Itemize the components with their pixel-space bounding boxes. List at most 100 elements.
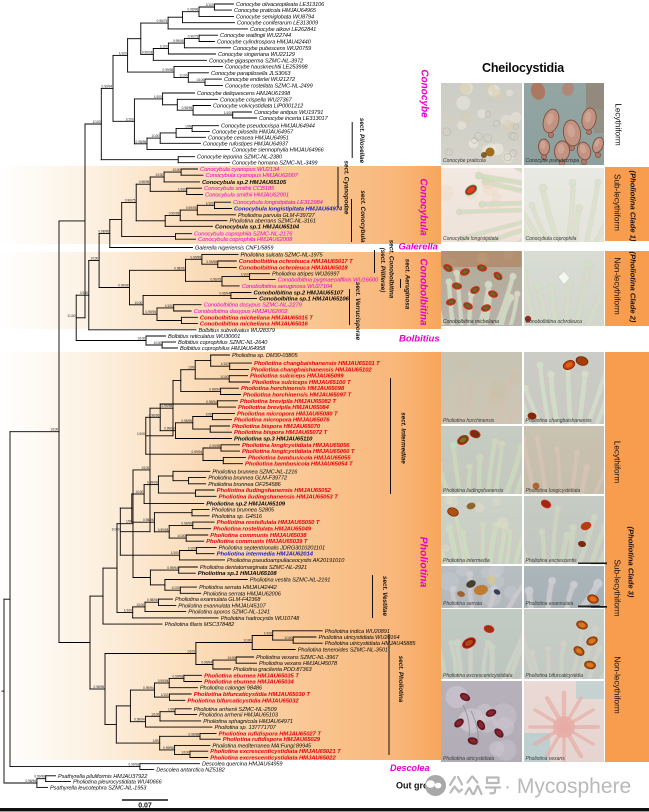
svg-text:Lecythiform: Lecythiform bbox=[614, 103, 623, 145]
svg-text:· Mycosphere: · Mycosphere bbox=[504, 775, 631, 798]
svg-text:Conocybe pilosella HMJAU64957: Conocybe pilosella HMJAU64957 bbox=[212, 129, 294, 135]
svg-text:sect. Cyanopodae: sect. Cyanopodae bbox=[343, 161, 350, 215]
svg-text:Pholiotina rostellulata HMJAU6: Pholiotina rostellulata HMJAU65050 T bbox=[217, 520, 321, 526]
svg-text:1/100: 1/100 bbox=[151, 134, 159, 138]
svg-text:1/100: 1/100 bbox=[221, 362, 229, 366]
svg-text:0.98/96: 0.98/96 bbox=[181, 521, 192, 525]
svg-text:Conocybe praticola HMJAU64965: Conocybe praticola HMJAU64965 bbox=[234, 8, 317, 14]
svg-text:Pholiotina liudingshanensis HM: Pholiotina liudingshanensis HMJAU65052 bbox=[217, 488, 332, 494]
svg-text:Pholiotina micropora HMJAU6507: Pholiotina micropora HMJAU65076 bbox=[234, 418, 330, 424]
svg-text:(Pholiotina Clade 3): (Pholiotina Clade 3) bbox=[627, 527, 636, 598]
svg-text:1/100: 1/100 bbox=[154, 95, 162, 99]
svg-text:1/100: 1/100 bbox=[220, 375, 228, 379]
svg-text:0.99/94: 0.99/94 bbox=[206, 400, 217, 404]
svg-text:Conocybula coprophila SZMC-NL-: Conocybula coprophila SZMC-NL-2176 bbox=[194, 232, 293, 238]
svg-text:Conocybula sp.1 HMJAU65104: Conocybula sp.1 HMJAU65104 bbox=[215, 224, 300, 230]
svg-text:0.98/96: 0.98/96 bbox=[143, 518, 154, 522]
svg-text:1/100: 1/100 bbox=[119, 51, 127, 55]
svg-text:Pholiotina horchinensis HMJAU6: Pholiotina horchinensis HMJAU65097 T bbox=[243, 393, 353, 399]
svg-text:1/100: 1/100 bbox=[196, 78, 204, 82]
svg-text:Conobolbitina micheliana HMJAU: Conobolbitina micheliana HMJAU65016 bbox=[200, 322, 309, 328]
svg-text:1/100: 1/100 bbox=[241, 273, 249, 277]
svg-text:Conocybe crispella WU27367: Conocybe crispella WU27367 bbox=[220, 97, 293, 103]
svg-text:0.99/98: 0.99/98 bbox=[118, 284, 129, 288]
svg-text:0.99/98: 0.99/98 bbox=[164, 427, 175, 431]
svg-text:Conobolbitina ochroleuca HMJAU: Conobolbitina ochroleuca HMJAU65018 bbox=[239, 265, 349, 271]
svg-text:Galerella nigeriensis CNF1/585: Galerella nigeriensis CNF1/5859 bbox=[195, 246, 273, 252]
svg-text:sect. Pilosellae: sect. Pilosellae bbox=[358, 118, 365, 164]
svg-text:sect. Pholiotina: sect. Pholiotina bbox=[397, 656, 404, 703]
svg-text:Conocybe rostellata SZMC-NL-24: Conocybe rostellata SZMC-NL-2499 bbox=[225, 83, 313, 89]
svg-text:Pholiotina intermedia HMJAU620: Pholiotina intermedia HMJAU62014 bbox=[217, 552, 314, 558]
svg-text:0.99/94: 0.99/94 bbox=[146, 310, 157, 314]
svg-text:Pholiotina sulcata SZMC-NL-197: Pholiotina sulcata SZMC-NL-1975 bbox=[241, 252, 324, 258]
svg-text:Conocybe deliquescens HMJAU619: Conocybe deliquescens HMJAU61998 bbox=[197, 91, 291, 97]
svg-text:1/99: 1/99 bbox=[153, 739, 159, 743]
svg-text:Pholiotina sulciceps HMJAU6509: Pholiotina sulciceps HMJAU65099 bbox=[250, 374, 344, 380]
svg-text:0.07: 0.07 bbox=[138, 803, 152, 810]
svg-text:1/100: 1/100 bbox=[50, 428, 58, 432]
svg-text:Pholiotina brunnea GLM-F39772: Pholiotina brunnea GLM-F39772 bbox=[208, 476, 288, 482]
svg-text:Pholiotina indica WU20891: Pholiotina indica WU20891 bbox=[325, 629, 390, 635]
svg-text:0.99/98: 0.99/98 bbox=[173, 39, 184, 43]
svg-text:1/100: 1/100 bbox=[177, 534, 185, 538]
svg-text:1/100: 1/100 bbox=[134, 301, 142, 305]
svg-text:Conocybe cylindrospora HMJAU42: Conocybe cylindrospora HMJAU42440 bbox=[217, 40, 312, 46]
svg-text:Non-lecythiform: Non-lecythiform bbox=[613, 257, 622, 315]
svg-text:Pholiotina hadrocystis WU10748: Pholiotina hadrocystis WU10748 bbox=[221, 616, 300, 622]
svg-text:0.99/94: 0.99/94 bbox=[158, 679, 169, 683]
svg-text:1/100: 1/100 bbox=[224, 111, 232, 115]
svg-text:Pholiotina rufidispora HMJAU65: Pholiotina rufidispora HMJAU65029 bbox=[223, 737, 321, 743]
svg-text:1/100: 1/100 bbox=[161, 693, 169, 697]
svg-text:0.98/96: 0.98/96 bbox=[94, 685, 105, 689]
svg-text:0.96/75: 0.96/75 bbox=[157, 19, 168, 23]
svg-text:Conocybula smithii HMJAU62001: Conocybula smithii HMJAU62001 bbox=[205, 193, 289, 199]
svg-text:Pholiotina communis HMJAU65038: Pholiotina communis HMJAU65038 bbox=[210, 533, 307, 539]
svg-text:Pholiotina bambusicola HMJAU65: Pholiotina bambusicola HMJAU65055 bbox=[248, 455, 351, 461]
svg-text:sect. Vestitae: sect. Vestitae bbox=[381, 576, 388, 617]
svg-text:0.99/94: 0.99/94 bbox=[102, 84, 113, 88]
svg-text:1/100: 1/100 bbox=[165, 304, 173, 308]
svg-text:Conocybe antipus WU19791: Conocybe antipus WU19791 bbox=[254, 110, 323, 116]
svg-text:0.99/94: 0.99/94 bbox=[134, 718, 145, 722]
svg-text:Conobolbitina sp.1 HMJAU65106: Conobolbitina sp.1 HMJAU65106 bbox=[259, 296, 349, 302]
svg-text:0.99/98: 0.99/98 bbox=[128, 763, 139, 767]
svg-text:Pholiotina rostellulata HMJAU6: Pholiotina rostellulata HMJAU65049 bbox=[213, 527, 312, 533]
svg-text:1/100: 1/100 bbox=[93, 120, 101, 124]
svg-text:Pholiotina sp.2 HMJAU65109: Pholiotina sp.2 HMJAU65109 bbox=[206, 501, 286, 507]
svg-text:Sub-lecythiform: Sub-lecythiform bbox=[613, 560, 622, 617]
svg-text:Conocybe volvicystidiata LIP00: Conocybe volvicystidiata LIP0001212 bbox=[213, 104, 304, 110]
svg-text:0.99/98: 0.99/98 bbox=[172, 674, 183, 678]
svg-text:Conobolbitina sp.2 HMJAU65107: Conobolbitina sp.2 HMJAU65107 bbox=[254, 291, 344, 297]
svg-text:0.99/98: 0.99/98 bbox=[206, 260, 217, 264]
svg-text:Conocybe coniferarum LE313009: Conocybe coniferarum LE313009 bbox=[237, 21, 318, 27]
svg-text:Conobolbitina micheliana HMJAU: Conobolbitina micheliana HMJAU65015 T bbox=[200, 315, 314, 321]
svg-text:0.99/94: 0.99/94 bbox=[192, 450, 203, 454]
svg-text:Conocybe gigasperma SZMC-NL-39: Conocybe gigasperma SZMC-NL-3972 bbox=[209, 58, 304, 64]
svg-text:1/100: 1/100 bbox=[206, 3, 214, 7]
svg-text:0.99/94: 0.99/94 bbox=[143, 686, 154, 690]
svg-text:Conocybula cyanopus HMJAU62007: Conocybula cyanopus HMJAU62007 bbox=[206, 173, 299, 179]
svg-text:1/100: 1/100 bbox=[206, 201, 214, 205]
svg-text:Non-lecythiform: Non-lecythiform bbox=[613, 656, 622, 714]
svg-text:Bolbitius subvolvatus WU28379: Bolbitius subvolvatus WU28379 bbox=[199, 328, 275, 334]
svg-text:Conocybe pubescens WU20759: Conocybe pubescens WU20759 bbox=[233, 46, 311, 52]
svg-text:0.99/98: 0.99/98 bbox=[162, 404, 173, 408]
svg-text:Pholiotina longicystidiata HMJ: Pholiotina longicystidiata HMJAU65056 bbox=[242, 443, 350, 449]
svg-text:0.99/98: 0.99/98 bbox=[147, 481, 158, 485]
svg-text:1/99: 1/99 bbox=[168, 708, 174, 712]
svg-text:1/100: 1/100 bbox=[181, 750, 189, 754]
svg-text:Pholiotina horchinensis HMJAU6: Pholiotina horchinensis HMJAU65098 bbox=[241, 386, 345, 392]
svg-text:Conocybe hausknechtii LE253998: Conocybe hausknechtii LE253998 bbox=[225, 65, 308, 71]
svg-text:Pholiotina parvula GLM-F39727: Pholiotina parvula GLM-F39727 bbox=[238, 213, 316, 219]
svg-text:Conocybe homana SZMC-NL-3499: Conocybe homana SZMC-NL-3499 bbox=[232, 161, 317, 167]
svg-text:Pholiotina mediterranea MA:Fun: Pholiotina mediterranea MA:Fungi:89945 bbox=[212, 743, 312, 749]
svg-text:Conocybe rufostipes HMJAU64937: Conocybe rufostipes HMJAU64937 bbox=[203, 141, 289, 147]
svg-text:1/100: 1/100 bbox=[124, 608, 132, 612]
svg-text:Pholiotina calongei 98486: Pholiotina calongei 98486 bbox=[200, 686, 263, 692]
svg-text:0.98/96: 0.98/96 bbox=[139, 180, 150, 184]
svg-text:1/100: 1/100 bbox=[126, 117, 134, 121]
svg-text:0.99/98: 0.99/98 bbox=[142, 50, 153, 54]
svg-text:Pholiotina liudingshanensis HM: Pholiotina liudingshanensis HMJAU65053 T bbox=[219, 494, 340, 500]
svg-text:Psathyrella piluliformis HMJAU: Psathyrella piluliformis HMJAU37922 bbox=[58, 774, 148, 780]
